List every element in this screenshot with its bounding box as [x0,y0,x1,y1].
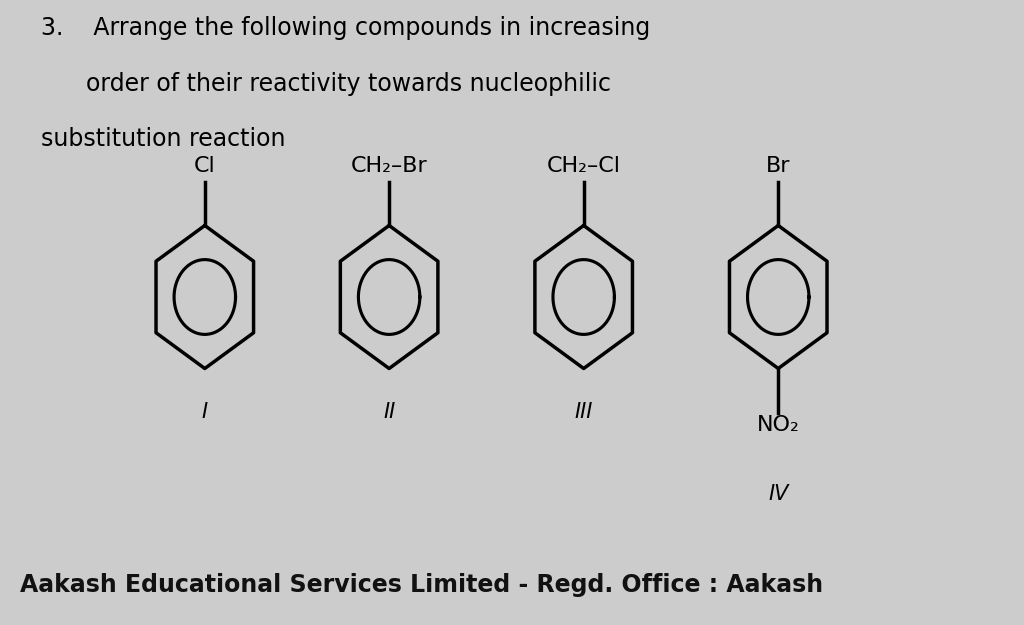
Text: Aakash Educational Services Limited - Regd. Office : Aakash: Aakash Educational Services Limited - Re… [20,574,831,598]
Text: IV: IV [768,484,788,504]
Text: order of their reactivity towards nucleophilic: order of their reactivity towards nucleo… [41,71,611,96]
Text: Cl: Cl [194,156,216,176]
Text: I: I [202,401,208,421]
Text: II: II [383,401,395,421]
Text: III: III [574,401,593,421]
Text: substitution reaction: substitution reaction [41,126,286,151]
Text: NO₂: NO₂ [757,415,800,435]
Text: Br: Br [766,156,791,176]
Text: 3.    Arrange the following compounds in increasing: 3. Arrange the following compounds in in… [41,16,650,41]
Text: CH₂–Br: CH₂–Br [351,156,427,176]
Text: CH₂–Cl: CH₂–Cl [547,156,621,176]
